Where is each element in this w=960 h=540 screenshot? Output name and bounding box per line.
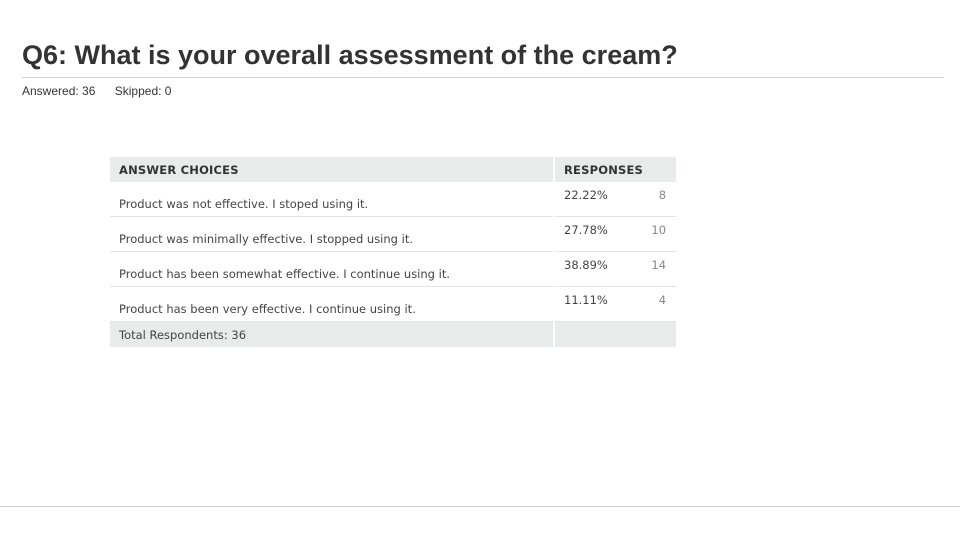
- response-count: 10: [630, 216, 677, 252]
- total-respondents: Total Respondents: 36: [110, 321, 555, 347]
- total-empty-cell: [554, 321, 677, 347]
- answered-label: Answered:: [22, 84, 79, 98]
- table-row: Product was not effective. I stoped usin…: [110, 182, 677, 217]
- answered-stat: Answered: 36: [22, 84, 99, 98]
- skipped-label: Skipped:: [114, 84, 162, 98]
- answer-choice: Product was minimally effective. I stopp…: [110, 216, 555, 252]
- response-count: 14: [630, 251, 677, 287]
- response-count: 8: [630, 182, 677, 217]
- response-summary: Answered: 36 Skipped: 0: [22, 83, 187, 99]
- answered-count: 36: [82, 84, 96, 98]
- answer-choice: Product was not effective. I stoped usin…: [110, 182, 555, 217]
- title-divider: [22, 77, 944, 78]
- footer-divider: [0, 506, 960, 507]
- response-count: 4: [630, 286, 677, 322]
- skipped-count: 0: [164, 84, 172, 98]
- results-table: ANSWER CHOICES RESPONSES Product was not…: [110, 157, 677, 347]
- response-percent: 38.89%: [554, 251, 630, 287]
- table-header-row: ANSWER CHOICES RESPONSES: [110, 157, 677, 182]
- response-percent: 27.78%: [554, 216, 630, 252]
- answer-choices-header: ANSWER CHOICES: [110, 157, 555, 182]
- responses-header: RESPONSES: [554, 157, 677, 182]
- question-title: Q6: What is your overall assessment of t…: [22, 40, 678, 70]
- answer-choice: Product has been somewhat effective. I c…: [110, 251, 555, 287]
- table-row: Product was minimally effective. I stopp…: [110, 216, 677, 252]
- total-row: Total Respondents: 36: [110, 321, 677, 347]
- table-row: Product has been somewhat effective. I c…: [110, 251, 677, 287]
- response-percent: 22.22%: [554, 182, 630, 217]
- response-percent: 11.11%: [554, 286, 630, 322]
- answer-choice: Product has been very effective. I conti…: [110, 286, 555, 322]
- skipped-stat: Skipped: 0: [115, 84, 172, 98]
- table-row: Product has been very effective. I conti…: [110, 286, 677, 322]
